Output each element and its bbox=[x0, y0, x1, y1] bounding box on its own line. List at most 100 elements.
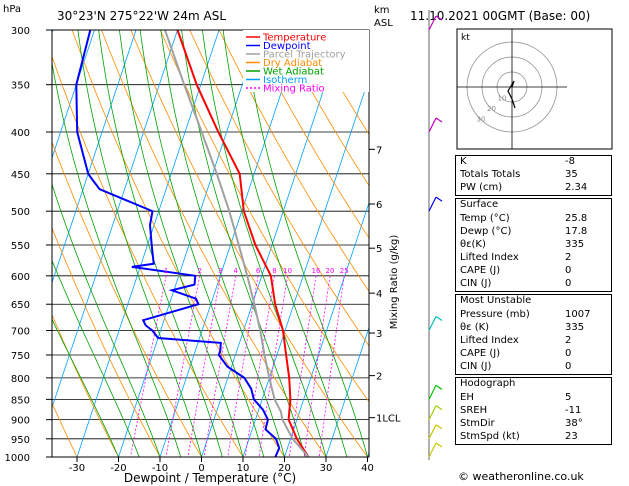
wind-barb bbox=[428, 385, 437, 400]
index-value: 335 bbox=[565, 239, 585, 250]
index-row: Totals Totals 35 bbox=[456, 169, 611, 182]
temp-tick-label: -30 bbox=[69, 463, 85, 474]
x-axis-label: Dewpoint / Temperature (°C) bbox=[124, 471, 296, 485]
index-label: StmDir bbox=[460, 418, 495, 429]
mixing-ratio-line bbox=[303, 275, 331, 457]
index-value: 0 bbox=[565, 278, 572, 289]
dry-adiabat-line bbox=[248, 30, 369, 239]
index-label: Dewp (°C) bbox=[460, 226, 512, 237]
legend-label: Dry Adiabat bbox=[263, 58, 322, 69]
location-title: 30°23'N 275°22'W 24m ASL bbox=[57, 9, 226, 23]
mixing-ratio-line bbox=[227, 275, 259, 457]
index-label: StmSpd (kt) bbox=[460, 431, 520, 442]
index-value: 335 bbox=[565, 322, 585, 333]
wind-barbs bbox=[428, 10, 443, 460]
legend-background bbox=[243, 30, 369, 92]
indices-top-box: K -8 Totals Totals 35 PW (cm) 2.34 bbox=[455, 155, 612, 196]
mixing-ratio-label: 4 bbox=[234, 267, 239, 275]
mixing-ratio-line bbox=[203, 275, 237, 457]
index-row: CAPE (J) 0 bbox=[456, 265, 611, 278]
pressure-tick-label: 300 bbox=[11, 26, 30, 37]
index-label: θε (K) bbox=[460, 322, 490, 333]
isotherm-line bbox=[52, 30, 137, 284]
dry-adiabat-line bbox=[277, 30, 369, 187]
wind-barb bbox=[428, 442, 437, 458]
wind-barb bbox=[428, 405, 437, 420]
pressure-tick-label: 500 bbox=[11, 207, 30, 218]
mixing-ratio-line bbox=[187, 275, 221, 457]
dry-adiabat-line bbox=[52, 313, 119, 457]
index-label: Lifted Index bbox=[460, 335, 519, 346]
index-value: 17.8 bbox=[565, 226, 588, 237]
index-label: θε(K) bbox=[460, 239, 486, 250]
skew-t-series bbox=[75, 30, 310, 457]
wind-barb-flag bbox=[435, 15, 443, 21]
index-row: StmDir 38° bbox=[456, 418, 611, 431]
index-row: StmSpd (kt) 23 bbox=[456, 431, 611, 444]
index-row: CIN (J) 0 bbox=[456, 361, 611, 374]
hodograph-kt-label: kt bbox=[461, 33, 470, 43]
index-value: 23 bbox=[565, 431, 578, 442]
index-value: 1007 bbox=[565, 309, 591, 320]
index-value: 2.34 bbox=[565, 182, 588, 193]
index-label: Totals Totals bbox=[460, 169, 521, 180]
pressure-tick-label: 800 bbox=[11, 374, 30, 385]
index-row: PW (cm) 2.34 bbox=[456, 182, 611, 195]
wet-adiabat-line bbox=[202, 30, 327, 457]
dry-adiabat-line bbox=[52, 227, 161, 457]
most-unstable-box: Most Unstable Pressure (mb) 1007 θε (K) 335… bbox=[455, 294, 612, 375]
wind-barb-flag bbox=[435, 196, 443, 202]
series-dewpoint bbox=[75, 30, 281, 457]
index-row: θε (K) 335 bbox=[456, 322, 611, 335]
most-unstable-title: Most Unstable bbox=[460, 295, 532, 306]
plot-frame bbox=[51, 29, 370, 458]
pressure-tick-label: 850 bbox=[11, 395, 30, 406]
pressure-tick-label: 400 bbox=[11, 128, 30, 139]
index-row: EH 5 bbox=[456, 392, 611, 405]
index-value: 2 bbox=[565, 252, 572, 263]
pressure-tick-label: 1000 bbox=[5, 453, 30, 464]
mixing-ratio-axis-label: Mixing Ratio (g/kg) bbox=[389, 235, 400, 330]
index-label: CAPE (J) bbox=[460, 265, 501, 276]
mixing-ratio-label: 25 bbox=[340, 267, 349, 275]
mixing-ratio-label: 6 bbox=[256, 267, 261, 275]
index-value: -11 bbox=[565, 405, 582, 416]
wind-barb bbox=[428, 196, 437, 212]
index-row: SREH -11 bbox=[456, 405, 611, 418]
km-tick-label: 7 bbox=[376, 145, 382, 156]
mixing-ratio-line bbox=[258, 275, 288, 457]
km-tick-label: 6 bbox=[376, 200, 382, 211]
pressure-tick-label: 600 bbox=[11, 272, 30, 283]
index-label: CIN (J) bbox=[460, 278, 492, 289]
mixing-ratio-line bbox=[318, 275, 345, 457]
wet-adiabat-line bbox=[181, 30, 306, 457]
mixing-ratio-label: 20 bbox=[326, 267, 335, 275]
hpa-label: hPa bbox=[3, 4, 21, 15]
pressure-tick-label: 550 bbox=[11, 241, 30, 252]
index-row: K -8 bbox=[456, 156, 611, 169]
dry-adiabat-line bbox=[218, 30, 369, 293]
index-value: 0 bbox=[565, 361, 572, 372]
pressure-tick-label: 350 bbox=[11, 81, 30, 92]
index-row: Lifted Index 2 bbox=[456, 252, 611, 265]
index-label: K bbox=[460, 156, 467, 167]
index-label: SREH bbox=[460, 405, 488, 416]
hodograph-ring-label: 20 bbox=[487, 105, 496, 113]
wet-adiabat-line bbox=[139, 30, 265, 457]
hodograph-trace bbox=[507, 80, 516, 109]
skew-t-axes: 1 2 3 4 6 8 10 16 20 2530035040045050055060065070… bbox=[5, 26, 401, 474]
index-row: Pressure (mb) 1007 bbox=[456, 309, 611, 322]
index-value: 5 bbox=[565, 392, 572, 403]
isotherm-line bbox=[325, 326, 369, 457]
km-tick-label: 5 bbox=[376, 244, 382, 255]
mixing-ratio-label: 2 bbox=[197, 267, 201, 275]
index-value: 0 bbox=[565, 265, 572, 276]
index-value: 35 bbox=[565, 169, 578, 180]
km-tick-label: 1LCL bbox=[376, 414, 401, 425]
mixing-ratio-label: 10 bbox=[283, 267, 292, 275]
index-row: Lifted Index 2 bbox=[456, 335, 611, 348]
wind-barb bbox=[428, 117, 437, 133]
mixing-ratio-label: 8 bbox=[272, 267, 276, 275]
index-label: EH bbox=[460, 392, 474, 403]
date-title: 11.10.2021 00GMT (Base: 00) bbox=[410, 9, 590, 23]
